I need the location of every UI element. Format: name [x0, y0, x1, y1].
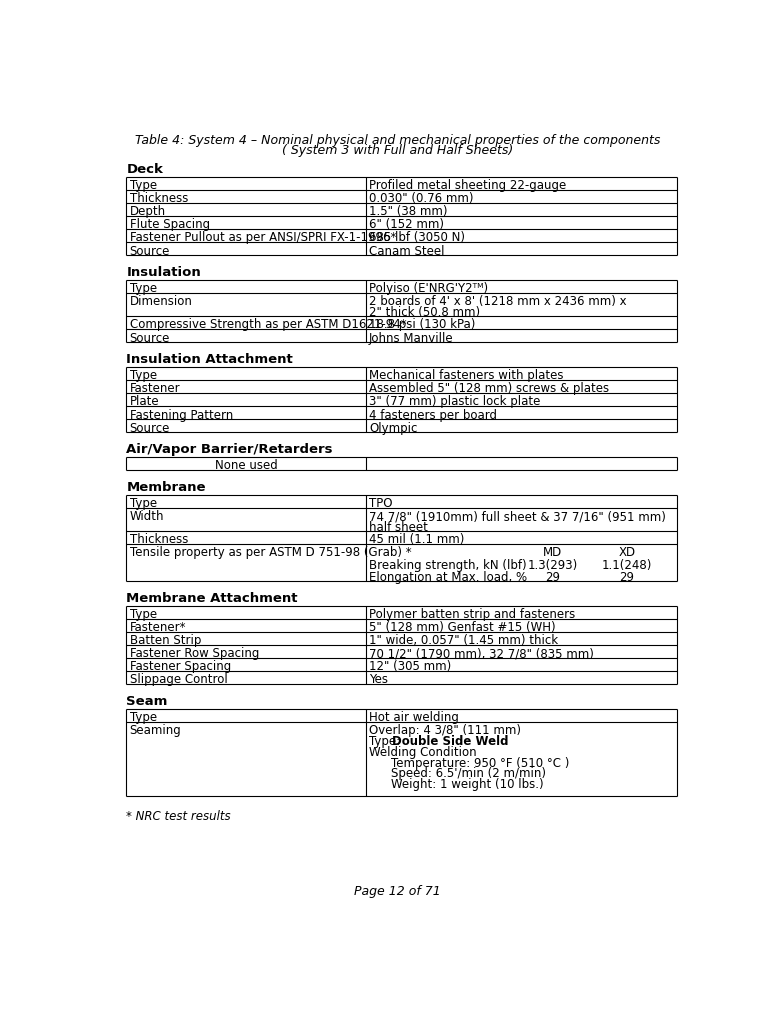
Text: Table 4: System 4 – Nominal physical and mechanical properties of the components: Table 4: System 4 – Nominal physical and… [135, 134, 660, 146]
Text: Fastener Spacing: Fastener Spacing [130, 660, 230, 674]
Text: Yes: Yes [369, 674, 388, 686]
Text: Compressive Strength as per ASTM D1621-94*: Compressive Strength as per ASTM D1621-9… [130, 318, 406, 332]
Text: 29: 29 [545, 571, 559, 584]
Text: Elongation at Max. load, %: Elongation at Max. load, % [369, 571, 527, 584]
Text: 685 lbf (3050 N): 685 lbf (3050 N) [369, 231, 465, 245]
Text: 45 mil (1.1 mm): 45 mil (1.1 mm) [369, 534, 464, 546]
Text: Slippage Control: Slippage Control [130, 674, 227, 686]
Text: Depth: Depth [130, 205, 165, 218]
Text: Page 12 of 71: Page 12 of 71 [355, 885, 441, 897]
Text: Type: Type [130, 608, 157, 621]
Text: MD: MD [542, 547, 562, 559]
Text: Fastener Row Spacing: Fastener Row Spacing [130, 647, 259, 660]
Text: 4 fasteners per board: 4 fasteners per board [369, 409, 497, 422]
Text: Width: Width [130, 510, 164, 523]
Text: Flute Spacing: Flute Spacing [130, 218, 210, 231]
Text: TPO: TPO [369, 497, 393, 510]
Text: Type: Type [130, 711, 157, 724]
Text: Fastener: Fastener [130, 382, 180, 395]
Text: Double Side Weld: Double Side Weld [392, 735, 508, 748]
Text: 1" wide, 0.057" (1.45 mm) thick: 1" wide, 0.057" (1.45 mm) thick [369, 634, 558, 647]
Text: Weight: 1 weight (10 lbs.): Weight: 1 weight (10 lbs.) [390, 778, 543, 792]
Text: 1.5" (38 mm): 1.5" (38 mm) [369, 205, 448, 218]
Text: * NRC test results: * NRC test results [126, 810, 231, 822]
Text: Mechanical fasteners with plates: Mechanical fasteners with plates [369, 370, 563, 382]
Text: Canam Steel: Canam Steel [369, 245, 445, 258]
Text: 6" (152 mm): 6" (152 mm) [369, 218, 444, 231]
Text: Tensile property as per ASTM D 751-98 (Grab) *: Tensile property as per ASTM D 751-98 (G… [130, 547, 411, 559]
Text: 1.3(293): 1.3(293) [527, 559, 577, 571]
Text: Type: Type [130, 497, 157, 510]
Text: Fastener Pullout as per ANSI/SPRI FX-1-1996*: Fastener Pullout as per ANSI/SPRI FX-1-1… [130, 231, 396, 245]
Text: 5" (128 mm) Genfast #15 (WH): 5" (128 mm) Genfast #15 (WH) [369, 622, 556, 634]
Text: Seam: Seam [126, 695, 168, 708]
Text: Welding Condition: Welding Condition [369, 745, 476, 759]
Text: 3" (77 mm) plastic lock plate: 3" (77 mm) plastic lock plate [369, 395, 540, 409]
Text: 2" thick (50.8 mm): 2" thick (50.8 mm) [369, 306, 480, 319]
Text: Thickness: Thickness [130, 534, 188, 546]
Text: Speed: 6.5'/min (2 m/min): Speed: 6.5'/min (2 m/min) [390, 767, 546, 780]
Text: Polymer batten strip and fasteners: Polymer batten strip and fasteners [369, 608, 575, 621]
Text: Profiled metal sheeting 22-gauge: Profiled metal sheeting 22-gauge [369, 179, 566, 193]
Text: Deck: Deck [126, 163, 163, 176]
Text: Membrane: Membrane [126, 481, 206, 494]
Text: half sheet: half sheet [369, 521, 428, 534]
Text: 29: 29 [619, 571, 635, 584]
Text: 0.030" (0.76 mm): 0.030" (0.76 mm) [369, 193, 473, 205]
Text: Type: Type [130, 370, 157, 382]
Text: Source: Source [130, 332, 170, 344]
Text: Temperature: 950 °F (510 °C ): Temperature: 950 °F (510 °C ) [390, 757, 569, 770]
Text: XD: XD [618, 547, 636, 559]
Text: Breaking strength, kN (lbf): Breaking strength, kN (lbf) [369, 559, 527, 571]
Text: 70 1/2" (1790 mm), 32 7/8" (835 mm): 70 1/2" (1790 mm), 32 7/8" (835 mm) [369, 647, 594, 660]
Text: Olympic: Olympic [369, 422, 417, 434]
Text: Polyiso (E'NRG'Y2ᵀᴹ): Polyiso (E'NRG'Y2ᵀᴹ) [369, 283, 488, 295]
Text: 12" (305 mm): 12" (305 mm) [369, 660, 451, 674]
Text: Seaming: Seaming [130, 724, 182, 737]
Text: 2 boards of 4' x 8' (1218 mm x 2436 mm) x: 2 boards of 4' x 8' (1218 mm x 2436 mm) … [369, 295, 626, 308]
Text: Hot air welding: Hot air welding [369, 711, 459, 724]
Text: Insulation: Insulation [126, 266, 201, 280]
Text: None used: None used [215, 460, 278, 472]
Text: Thickness: Thickness [130, 193, 188, 205]
Text: Air/Vapor Barrier/Retarders: Air/Vapor Barrier/Retarders [126, 443, 333, 457]
Text: Source: Source [130, 245, 170, 258]
Text: Type:: Type: [369, 735, 404, 748]
Text: Plate: Plate [130, 395, 159, 409]
Text: 18.8 psi (130 kPa): 18.8 psi (130 kPa) [369, 318, 475, 332]
Text: 74 7/8" (1910mm) full sheet & 37 7/16" (951 mm): 74 7/8" (1910mm) full sheet & 37 7/16" (… [369, 510, 666, 523]
Text: Type: Type [130, 283, 157, 295]
Text: 1.1(248): 1.1(248) [601, 559, 652, 571]
Text: Fastening Pattern: Fastening Pattern [130, 409, 233, 422]
Text: ( System 3 with Full and Half Sheets): ( System 3 with Full and Half Sheets) [282, 144, 514, 158]
Text: Source: Source [130, 422, 170, 434]
Text: Type: Type [130, 179, 157, 193]
Text: Dimension: Dimension [130, 295, 192, 308]
Text: Membrane Attachment: Membrane Attachment [126, 592, 298, 605]
Text: Johns Manville: Johns Manville [369, 332, 453, 344]
Text: Overlap: 4 3/8" (111 mm): Overlap: 4 3/8" (111 mm) [369, 724, 521, 737]
Text: Fastener*: Fastener* [130, 622, 186, 634]
Text: Insulation Attachment: Insulation Attachment [126, 353, 293, 367]
Text: Assembled 5" (128 mm) screws & plates: Assembled 5" (128 mm) screws & plates [369, 382, 609, 395]
Text: Batten Strip: Batten Strip [130, 634, 201, 647]
